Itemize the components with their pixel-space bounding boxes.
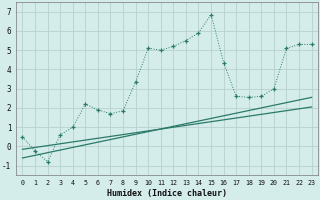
- X-axis label: Humidex (Indice chaleur): Humidex (Indice chaleur): [107, 189, 227, 198]
